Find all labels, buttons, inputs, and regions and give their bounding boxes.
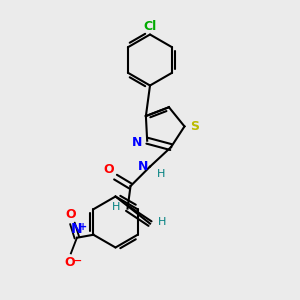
Text: S: S — [190, 120, 199, 133]
Text: H: H — [158, 217, 166, 227]
Text: N: N — [138, 160, 148, 173]
Text: O: O — [64, 256, 75, 269]
Text: N: N — [132, 136, 143, 149]
Text: Cl: Cl — [143, 20, 157, 33]
Text: O: O — [66, 208, 76, 221]
Text: N: N — [71, 222, 83, 236]
Text: H: H — [157, 169, 165, 179]
Text: +: + — [80, 222, 88, 232]
Text: O: O — [103, 163, 114, 176]
Text: −: − — [73, 256, 82, 266]
Text: H: H — [112, 202, 120, 212]
